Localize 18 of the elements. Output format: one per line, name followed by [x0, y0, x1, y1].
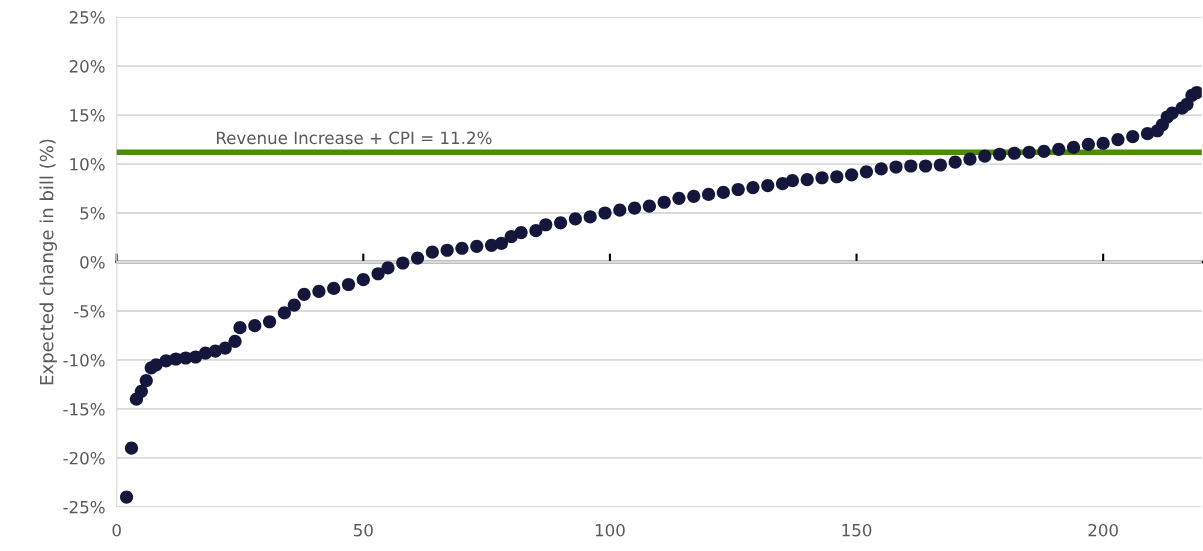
x-tick-label: 150 — [842, 523, 872, 537]
x-tick-label: 200 — [1088, 523, 1118, 537]
x-tick-label: 0 — [112, 523, 121, 537]
x-tick-label: 50 — [353, 523, 373, 537]
ref-line-label: Revenue Increase + CPI = 11.2% — [216, 131, 492, 145]
y-tick-label: -10% — [63, 353, 105, 367]
y-tick-label: 25% — [69, 11, 105, 24]
y-tick-label: 10% — [70, 157, 105, 171]
y-tick-label: 5% — [80, 206, 105, 220]
y-axis-title: Expected change in bill (%) — [39, 139, 57, 385]
y-tick-label: -5% — [73, 304, 105, 318]
y-tick-label: 20% — [69, 60, 105, 73]
y-tick-label: -20% — [63, 451, 105, 465]
y-tick-label: -15% — [63, 402, 105, 416]
x-tick-label: 100 — [595, 523, 625, 537]
y-tick-label: -25% — [63, 500, 105, 514]
y-tick-label: 15% — [70, 109, 105, 122]
y-tick-label: 0% — [80, 255, 105, 269]
